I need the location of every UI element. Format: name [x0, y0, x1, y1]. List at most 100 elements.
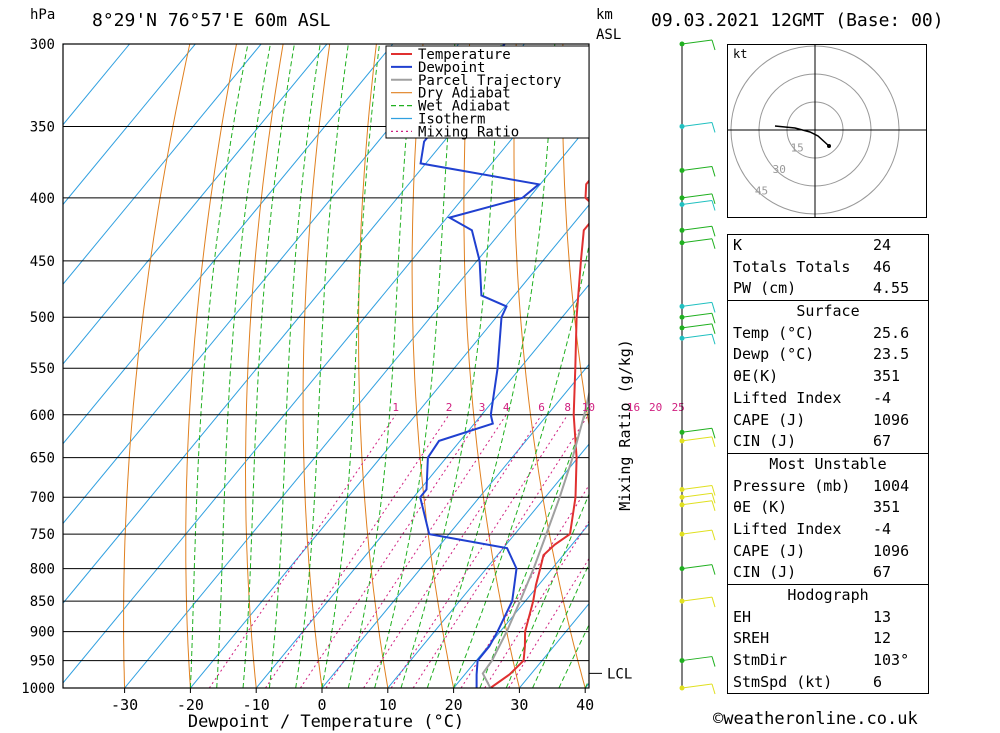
index-key: Lifted Index [733, 388, 842, 407]
wind-barb-staff [681, 333, 713, 339]
wet-adiabat-line [505, 492, 589, 688]
x-tick-label: 20 [445, 696, 463, 714]
wind-barb-staff [681, 485, 713, 491]
wind-barb-flag [711, 200, 716, 211]
wind-barb-staff [681, 427, 713, 433]
wet-adiabat-line [216, 44, 271, 688]
index-value: 24 [873, 236, 892, 254]
index-row: CIN (J) 67 [728, 562, 928, 584]
wind-barb-staff [681, 121, 713, 127]
lcl-label: LCL [607, 666, 632, 682]
mixing-ratio-line [208, 414, 397, 688]
x-tick-label: 40 [576, 696, 594, 714]
isotherm-line [63, 44, 65, 46]
mixing-ratio-label: 20 [649, 401, 662, 414]
index-row: Dewp (°C) 23.5 [728, 344, 928, 366]
index-row: Totals Totals 46 [728, 257, 928, 279]
index-value: 67 [873, 432, 892, 451]
wind-barb-flag [711, 656, 716, 667]
wet-adiabat-line [532, 562, 589, 688]
pressure-gridlines [63, 43, 589, 689]
legend-entry: Isotherm [418, 112, 485, 128]
y-tick-label: 650 [30, 451, 55, 467]
index-value: 6 [873, 672, 883, 691]
location-title: 8°29'N 76°57'E 60m ASL [92, 10, 331, 31]
wet-adiabat-line [453, 242, 589, 688]
wet-adiabat-line [321, 44, 381, 688]
wind-barb-flag [711, 166, 716, 177]
index-row: Lifted Index -4 [728, 388, 928, 410]
index-row: CAPE (J) 1096 [728, 541, 928, 563]
x-tick-label: -10 [243, 696, 270, 714]
isotherm-line [387, 443, 589, 688]
km-label: km [596, 7, 613, 23]
y-tick-label: 550 [30, 361, 55, 377]
index-value: 67 [873, 563, 892, 582]
mixing-ratio-lines [208, 414, 589, 688]
index-key: Temp (°C) [733, 323, 815, 342]
index-value: 4.55 [873, 279, 910, 298]
hodograph-storm-motion [827, 144, 831, 148]
datetime-title: 09.03.2021 12GMT (Base: 00) [651, 10, 944, 31]
index-value: 351 [873, 367, 901, 386]
isotherm-line [255, 283, 589, 688]
pressure-unit-label: hPa [30, 7, 56, 23]
index-value: 12 [873, 629, 892, 648]
dry-adiabat-line [975, 7, 1000, 688]
dry-adiabat-line [185, 44, 238, 688]
isotherm-line [63, 44, 262, 285]
wind-profile [679, 39, 716, 695]
wind-barb-staff [681, 312, 713, 318]
index-key: CIN (J) [733, 432, 797, 451]
y-tick-label: 850 [30, 594, 55, 610]
wind-barb-staff [681, 564, 713, 570]
index-key: CIN (J) [733, 563, 797, 582]
dry-adiabat-line [245, 44, 284, 688]
site-credit: ©weatheronline.co.uk [713, 709, 918, 729]
wind-barb-staff [681, 656, 713, 662]
index-key: θE (K) [733, 498, 788, 517]
wind-barb-flag [711, 436, 716, 448]
x-tick-label: 10 [379, 696, 397, 714]
index-row: SREH 12 [728, 628, 928, 650]
wind-barb-staff [681, 238, 713, 244]
wind-barb-flag [711, 683, 716, 695]
y-tick-label: 750 [30, 527, 55, 543]
indices-table: K 24 Totals Totals 46 PW (cm) 4.55 Surface Te… [727, 234, 929, 695]
y-tick-label: 600 [30, 408, 55, 424]
index-value: 351 [873, 498, 901, 517]
index-value: 1096 [873, 541, 910, 560]
wind-barb-staff [681, 165, 713, 171]
wind-barb-staff [681, 529, 713, 535]
index-value: 1004 [873, 476, 910, 495]
x-tick-label: -20 [177, 696, 204, 714]
wind-barb-flag [711, 238, 716, 249]
hodograph-ring-label: 30 [773, 163, 786, 176]
wind-barb-flag [711, 529, 716, 541]
index-key: StmSpd (kt) [733, 672, 833, 691]
mixing-ratio-line [299, 414, 483, 688]
legend-entry: Mixing Ratio [418, 124, 519, 140]
index-key: PW (cm) [733, 279, 797, 298]
mixing-ratio-labels: 1 2 3 4 6 8 10 16 20 25 [392, 401, 684, 414]
wind-barb-flag [711, 596, 716, 608]
dry-adiabat-line [302, 44, 331, 688]
index-value: 1096 [873, 410, 910, 429]
index-row: θE(K) 351 [728, 366, 928, 388]
index-key: K [733, 236, 743, 254]
y-tick-label: 350 [30, 119, 55, 135]
wet-adiabat-line [189, 44, 249, 688]
index-row: Temp (°C) 25.6 [728, 323, 928, 345]
surface-heading: Surface [796, 302, 860, 321]
series-dewpoint [419, 44, 542, 688]
wind-barb-staff [681, 301, 713, 307]
isotherm-line [452, 523, 589, 688]
mixing-ratio-line [390, 414, 569, 688]
mixing-ratio-label: 6 [538, 401, 545, 414]
y-tick-label: 1000 [21, 681, 55, 697]
wind-barb-staff [681, 436, 713, 442]
wind-barb-flag [711, 493, 716, 504]
index-key: CAPE (J) [733, 541, 806, 560]
mixing-ratio-label: 10 [582, 401, 595, 414]
